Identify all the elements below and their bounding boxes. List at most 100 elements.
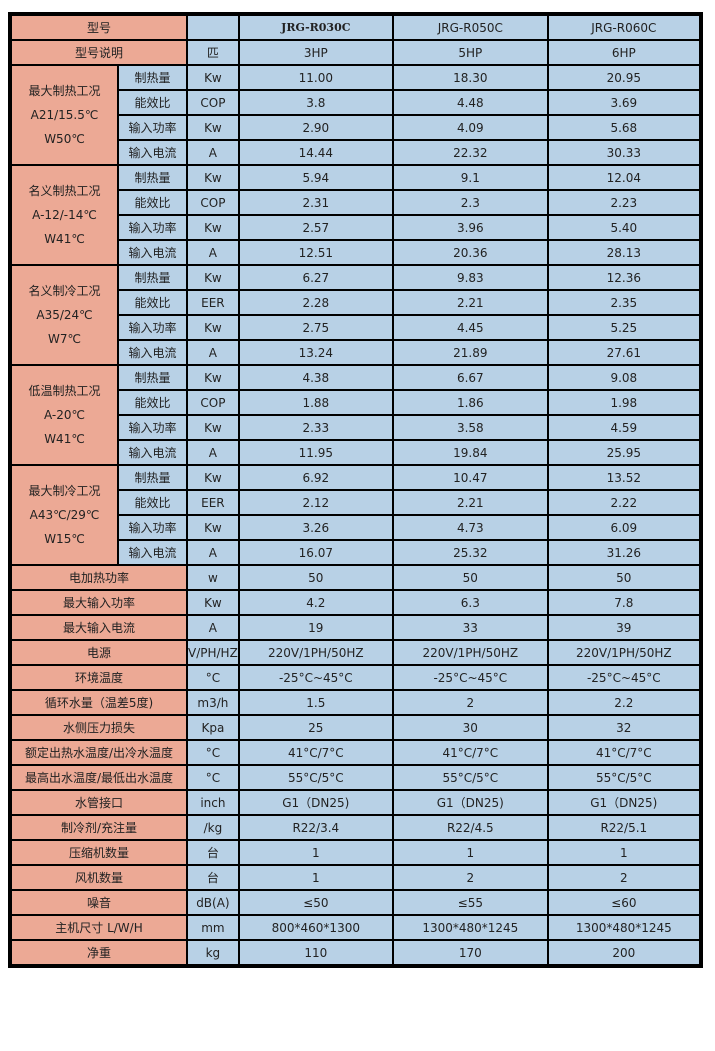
table-row: 能效比 COP 1.88 1.86 1.98 [10, 389, 702, 416]
cell-value: 2 [546, 864, 702, 891]
cell-value: 20.36 [391, 239, 549, 266]
table-row: 电加热功率 w 50 50 50 [9, 564, 702, 591]
cell-value: 2.90 [237, 114, 394, 141]
row-unit: Kpa [186, 714, 240, 741]
cell-value: 25.95 [546, 439, 702, 466]
cell-value: 21.89 [391, 339, 549, 366]
row-label: 风机数量 [9, 864, 188, 891]
cell-value: 1.98 [546, 389, 702, 416]
condition-line: A-20℃ [43, 408, 86, 422]
table-row: 输入电流 A 13.24 21.89 27.61 [10, 339, 702, 366]
cell-value: R22/3.4 [237, 814, 394, 841]
table-row: 噪音 dB(A) ≤50 ≤55 ≤60 [9, 889, 702, 916]
cell-value: 11.00 [237, 64, 394, 91]
row-unit: Kw [186, 414, 240, 441]
row-label: 输入功率 [117, 514, 188, 541]
cell-value: 1.5 [237, 689, 394, 716]
row-unit: /kg [186, 814, 240, 841]
cell-value: 2.31 [237, 189, 394, 216]
row-label: 能效比 [117, 89, 188, 116]
cell-value: 6.09 [546, 514, 702, 541]
cell-value: 41°C/7°C [391, 739, 549, 766]
table-row: 能效比 EER 2.12 2.21 2.22 [10, 489, 702, 516]
spec-table: 型号 JRG-R030C JRG-R050C JRG-R060C 型号说明 匹 … [8, 12, 703, 968]
row-label: 噪音 [9, 889, 188, 916]
cell-value: 4.38 [237, 364, 394, 391]
table-row: 风机数量台 1 2 2 [9, 864, 702, 891]
cell-value: 4.59 [546, 414, 702, 441]
row-label: 主机尺寸 L/W/H [9, 914, 188, 941]
cell-value: 50 [237, 564, 394, 591]
row-unit: Kw [186, 364, 240, 391]
table-row: 名义制热工况 A-12/-14℃ W41℃ 制热量 Kw 5.94 9.1 12.04 [9, 164, 702, 266]
row-unit: A [186, 539, 240, 566]
cell-value: 9.08 [546, 364, 702, 391]
row-unit: °C [186, 664, 240, 691]
cell-value: 220V/1PH/50HZ [391, 639, 549, 666]
cell-value: 5HP [391, 39, 549, 66]
row-unit: COP [186, 389, 240, 416]
cell-value: 19.84 [391, 439, 549, 466]
row-label: 输入功率 [117, 414, 188, 441]
row-unit: COP [186, 189, 240, 216]
cell-value: 20.95 [546, 64, 702, 91]
row-label: 制热量 [117, 364, 188, 391]
row-unit: Kw [186, 514, 240, 541]
table-row: 最高出水温度/最低出水温度 °C 55°C/5°C 55°C/5°C 55°C/5°C [9, 764, 702, 791]
row-unit: 匹 [186, 39, 240, 66]
cell-value: 2.33 [237, 414, 394, 441]
row-label: 最大输入功率 [9, 589, 188, 616]
cell-value: 39 [546, 614, 702, 641]
cell-value: 2.75 [237, 314, 394, 341]
row-label: 净重 [9, 939, 188, 967]
row-unit: Kw [186, 464, 240, 491]
row-label: 水管接口 [9, 789, 188, 816]
cell-value: 220V/1PH/50HZ [237, 639, 394, 666]
table-row: 最大输入电流 A 19 33 39 [9, 614, 702, 641]
condition-line: W41℃ [44, 432, 85, 446]
cell-value: 110 [237, 939, 394, 967]
table-row: 输入功率 Kw 3.26 4.73 6.09 [10, 514, 702, 541]
row-label: 额定出热水温度/出冷水温度 [9, 739, 188, 766]
cell-value: 5.68 [546, 114, 702, 141]
row-label: 电加热功率 [9, 564, 188, 591]
cell-value: 2.2 [546, 689, 702, 716]
row-label: 能效比 [117, 489, 188, 516]
row-label: 输入电流 [117, 539, 188, 566]
header-unit [186, 13, 240, 41]
row-unit: EER [186, 289, 240, 316]
cell-value: 1.88 [237, 389, 394, 416]
row-unit: Kw [186, 164, 240, 191]
table-row: 低温制热工况 A-20℃ W41℃ 制热量 Kw 4.38 6.67 9.08 [9, 364, 702, 466]
row-label: 输入电流 [117, 139, 188, 166]
cell-value: 1 [391, 839, 549, 866]
cell-value: 22.32 [391, 139, 549, 166]
cell-value: 3HP [237, 39, 394, 66]
cell-value: 41°C/7°C [546, 739, 702, 766]
cell-value: 25 [237, 714, 394, 741]
cell-value: R22/4.5 [391, 814, 549, 841]
row-unit: m3/h [186, 689, 240, 716]
row-unit: V/PH/HZ [186, 639, 240, 666]
cell-value: 3.58 [391, 414, 549, 441]
row-unit: kg [186, 939, 240, 967]
cell-value: 2.12 [237, 489, 394, 516]
condition-line: 名义制冷工况 [28, 284, 101, 298]
row-unit: Kw [186, 64, 240, 91]
cell-value: G1（DN25) [546, 789, 702, 816]
table-row: 压缩机数量台 1 1 1 [9, 839, 702, 866]
cell-value: 1 [237, 864, 394, 891]
cell-value: 12.51 [237, 239, 394, 266]
cell-value: 4.45 [391, 314, 549, 341]
cell-value: 5.94 [237, 164, 394, 191]
table-row: 水管接口 inch G1（DN25) G1（DN25) G1（DN25) [9, 789, 702, 816]
cell-value: 6.92 [237, 464, 394, 491]
row-unit: 台 [186, 864, 240, 891]
cell-value: 50 [546, 564, 702, 591]
table-row: 电源 V/PH/HZ 220V/1PH/50HZ 220V/1PH/50HZ 220V/… [9, 639, 702, 666]
row-label: 循环水量（温差5度) [9, 689, 188, 716]
cell-value: 12.04 [546, 164, 702, 191]
condition-line: 名义制热工况 [28, 184, 101, 198]
row-unit: A [186, 439, 240, 466]
cell-value: 6.67 [391, 364, 549, 391]
